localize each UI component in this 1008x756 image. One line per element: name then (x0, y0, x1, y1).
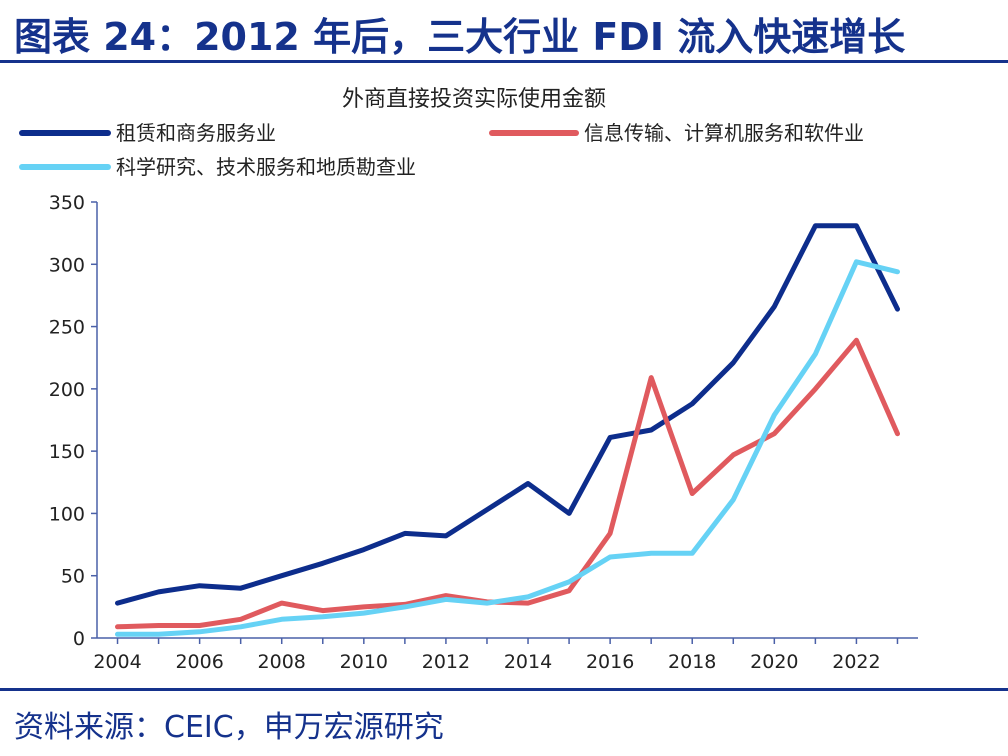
data-point (239, 617, 243, 621)
data-point (895, 270, 899, 274)
data-point (321, 609, 325, 613)
data-point (731, 498, 735, 502)
data-point (362, 605, 366, 609)
x-tick-label: 2022 (832, 651, 880, 673)
data-point (444, 597, 448, 601)
data-point (321, 561, 325, 565)
data-point (444, 534, 448, 538)
data-point (239, 625, 243, 629)
series-group (115, 259, 900, 637)
x-tick-label: 2018 (668, 651, 716, 673)
data-point (772, 305, 776, 309)
data-point (198, 624, 202, 628)
y-tick-label: 150 (49, 441, 85, 463)
data-point (895, 432, 899, 436)
data-point (403, 531, 407, 535)
series-line (115, 259, 900, 637)
title-divider (0, 60, 1008, 63)
x-tick-label: 2016 (586, 651, 634, 673)
data-point (362, 548, 366, 552)
data-point (485, 601, 489, 605)
x-tick-label: 2020 (750, 651, 798, 673)
legend-item: 信息传输、计算机服务和软件业 (489, 121, 864, 145)
data-point (608, 435, 612, 439)
x-tick-label: 2014 (504, 651, 552, 673)
data-point (854, 260, 858, 264)
data-point (116, 601, 120, 605)
data-point (280, 574, 284, 578)
y-tick-label: 200 (49, 379, 85, 401)
y-tick-label: 50 (61, 566, 85, 588)
x-tick-label: 2010 (340, 651, 388, 673)
data-point (854, 338, 858, 342)
data-point (731, 453, 735, 457)
legend-item: 租赁和商务服务业 (19, 121, 276, 145)
data-point (485, 508, 489, 512)
data-point (280, 617, 284, 621)
data-point (198, 584, 202, 588)
data-point (526, 595, 530, 599)
x-tick-label: 2006 (175, 651, 223, 673)
legend-label: 信息传输、计算机服务和软件业 (584, 121, 864, 145)
data-point (239, 586, 243, 590)
y-tick-label: 350 (49, 192, 85, 214)
series-line (115, 223, 900, 606)
legend-label: 租赁和商务服务业 (116, 121, 276, 145)
data-point (567, 580, 571, 584)
data-point (895, 307, 899, 311)
y-axis: 0 50 100 150 200 250 300 350 (49, 192, 98, 650)
data-point (813, 224, 817, 228)
y-tick-label: 300 (49, 254, 85, 276)
data-point (198, 630, 202, 634)
series-group (115, 223, 900, 606)
series-group (115, 337, 900, 630)
data-point (444, 594, 448, 598)
x-tick-label: 2012 (422, 651, 470, 673)
series-line (115, 337, 900, 630)
data-point (608, 555, 612, 559)
data-point (731, 361, 735, 365)
data-point (854, 224, 858, 228)
data-point (403, 605, 407, 609)
data-point (157, 590, 161, 594)
data-point (526, 482, 530, 486)
x-tick-label: 2004 (93, 651, 141, 673)
data-point (649, 376, 653, 380)
x-tick-label: 2008 (258, 651, 306, 673)
chart-title: 外商直接投资实际使用金额 (342, 87, 606, 112)
series-layer (115, 223, 900, 637)
data-point (280, 601, 284, 605)
data-point (690, 551, 694, 555)
data-point (567, 589, 571, 593)
data-point (116, 632, 120, 636)
data-point (608, 531, 612, 535)
x-axis: 2004 2006 2008 2010 2012 2014 2016 2018 2020 2022 (93, 637, 918, 673)
data-point (526, 601, 530, 605)
legend-label: 科学研究、技术服务和地质勘查业 (116, 155, 416, 179)
data-point (772, 432, 776, 436)
legend-item: 科学研究、技术服务和地质勘查业 (19, 155, 416, 179)
y-tick-label: 0 (73, 628, 85, 650)
source-note: 资料来源：CEIC，申万宏源研究 (14, 710, 444, 745)
y-tick-label: 250 (49, 317, 85, 339)
data-point (813, 387, 817, 391)
footer-divider (0, 688, 1008, 691)
data-point (690, 402, 694, 406)
data-point (362, 611, 366, 615)
data-point (157, 632, 161, 636)
y-tick-label: 100 (49, 503, 85, 525)
data-point (772, 413, 776, 417)
page-title: 图表 24：2012 年后，三大行业 FDI 流入快速增长 (14, 15, 906, 59)
data-point (321, 615, 325, 619)
data-point (157, 624, 161, 628)
data-point (649, 551, 653, 555)
data-point (690, 491, 694, 495)
data-point (813, 352, 817, 356)
line-chart: 外商直接投资实际使用金额 租赁和商务服务业 信息传输、计算机服务和软件业 科学研… (19, 87, 918, 673)
data-point (567, 511, 571, 515)
legend: 租赁和商务服务业 信息传输、计算机服务和软件业 科学研究、技术服务和地质勘查业 (19, 121, 864, 179)
data-point (116, 625, 120, 629)
data-point (649, 428, 653, 432)
